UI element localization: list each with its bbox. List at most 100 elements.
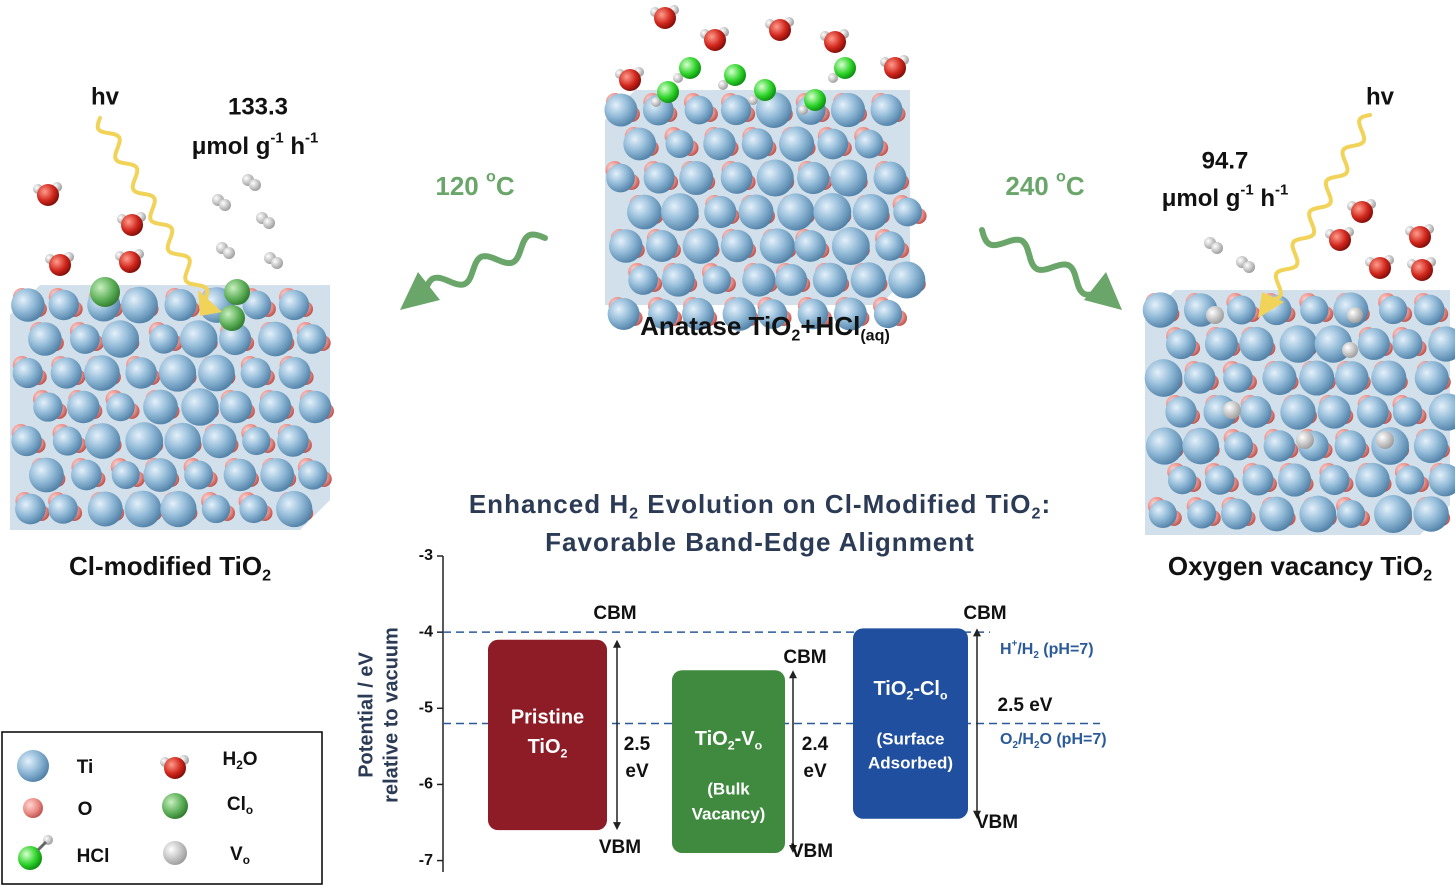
atom	[893, 197, 922, 227]
hv-label: hv	[91, 83, 120, 110]
atom	[1239, 326, 1274, 362]
atom	[756, 159, 794, 197]
atom	[84, 355, 120, 391]
atom	[249, 179, 261, 191]
text-piece: +	[1012, 638, 1018, 649]
rate-unit: μmol g-1 h-1	[192, 130, 319, 160]
atom	[49, 254, 71, 276]
text-piece: 2	[1034, 740, 1040, 751]
gap-label: 2.4	[802, 734, 829, 755]
atom	[777, 193, 815, 231]
atom	[1145, 427, 1184, 465]
text-piece: Cl-modified TiO	[69, 551, 262, 581]
atom	[1167, 465, 1197, 495]
atom	[1351, 201, 1373, 223]
atom	[1243, 261, 1255, 273]
atom	[1314, 325, 1353, 363]
bond	[36, 840, 48, 852]
atom	[627, 194, 662, 230]
atom	[797, 298, 829, 330]
atom	[52, 426, 83, 456]
atom	[184, 460, 214, 490]
atom	[1428, 393, 1455, 431]
atom	[48, 494, 78, 524]
atom	[1223, 401, 1241, 419]
atom	[604, 93, 638, 127]
atom	[33, 392, 63, 422]
atom	[609, 229, 643, 263]
gap-label: eV	[625, 761, 649, 782]
atom	[660, 193, 699, 231]
text-piece: 2	[561, 747, 568, 761]
atom	[754, 79, 776, 101]
illustration	[10, 5, 1455, 870]
atom	[1374, 495, 1412, 533]
text-piece: 2	[262, 567, 271, 585]
atom	[794, 230, 827, 262]
atom	[1347, 307, 1363, 323]
atom	[1428, 463, 1455, 497]
band-label: TiO2	[528, 736, 568, 760]
atom	[296, 324, 327, 354]
atom	[679, 57, 701, 79]
text-piece: O	[243, 749, 258, 770]
wave	[95, 116, 210, 302]
atom	[71, 459, 102, 491]
atom	[1183, 362, 1216, 394]
atom	[1211, 242, 1223, 254]
atom	[1223, 363, 1253, 393]
text-piece: -V	[735, 728, 756, 750]
atom	[298, 390, 332, 424]
atom	[1165, 328, 1197, 360]
panel-label: Oxygen vacancy TiO2	[1168, 551, 1432, 585]
atom	[1409, 226, 1431, 248]
atom	[223, 247, 235, 259]
hv-label: hv	[1366, 83, 1395, 110]
text-piece: 2	[236, 758, 243, 772]
atom	[1392, 397, 1423, 427]
atom	[748, 95, 758, 105]
atom	[834, 57, 856, 79]
atom	[1226, 295, 1256, 325]
text-piece: Oxygen vacancy TiO	[1168, 551, 1423, 581]
atom	[657, 81, 679, 103]
y-tick-label: -4	[419, 623, 433, 640]
cbm-label: CBM	[783, 647, 826, 668]
atom	[724, 64, 746, 86]
atom	[50, 357, 82, 389]
text-piece: H	[222, 749, 236, 770]
text-piece: -1	[270, 130, 283, 146]
atom	[121, 286, 158, 324]
atom	[797, 161, 830, 195]
atom	[101, 320, 139, 358]
atom	[824, 31, 846, 53]
atom	[703, 127, 736, 161]
y-tick-label: -7	[419, 852, 433, 869]
text-piece: V	[230, 844, 243, 865]
atom	[276, 490, 313, 528]
atom	[1279, 325, 1318, 363]
rate-value: 133.3	[228, 93, 288, 120]
band	[853, 628, 968, 819]
atom	[242, 290, 272, 320]
band	[488, 639, 607, 831]
atom	[125, 357, 157, 389]
atom	[741, 128, 774, 160]
text-piece: /H	[1018, 731, 1034, 748]
atom	[673, 73, 683, 83]
text-piece: o	[246, 803, 253, 817]
atom	[628, 265, 658, 295]
atom	[873, 299, 903, 329]
rate-value: 94.7	[1202, 147, 1249, 174]
atom	[1355, 462, 1390, 498]
text-piece: o	[1056, 168, 1066, 186]
legend-box	[1, 731, 323, 885]
text-piece: O	[1000, 731, 1012, 748]
atom	[179, 320, 218, 358]
atom	[720, 94, 752, 126]
atom	[1144, 359, 1183, 397]
atom	[23, 798, 43, 818]
text-piece: 2	[629, 505, 639, 523]
atom	[219, 305, 245, 331]
